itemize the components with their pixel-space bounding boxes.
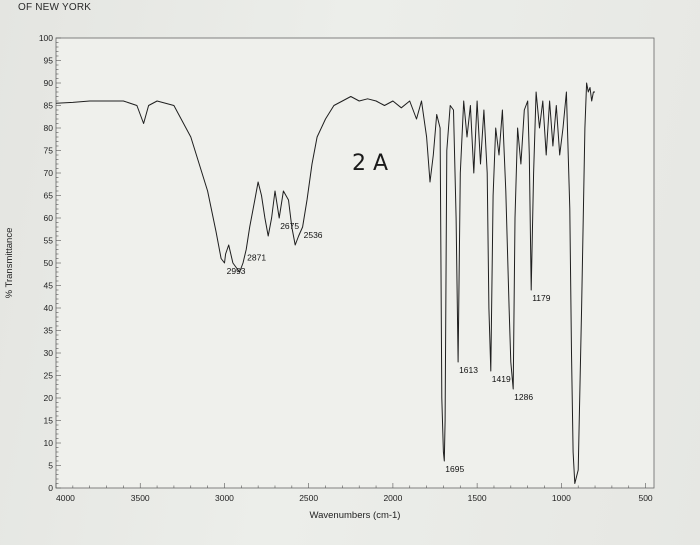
- peak-label-2871: 2871: [247, 253, 266, 263]
- x-tick-label: 4000: [56, 493, 75, 503]
- x-tick-label: 1500: [468, 493, 487, 503]
- x-axis: 4000 3500 3000 2500 2000 1500 1000 500: [55, 483, 653, 503]
- peak-label-2675: 2675: [280, 221, 299, 231]
- y-tick-label: 75: [44, 146, 54, 156]
- y-tick-label: 45: [44, 281, 54, 291]
- y-tick-label: 0: [48, 483, 53, 493]
- y-tick-label: 25: [44, 371, 54, 381]
- y-tick-label: 70: [44, 168, 54, 178]
- x-tick-label: 2500: [299, 493, 318, 503]
- y-tick-label: 60: [44, 213, 54, 223]
- handwritten-annotation: 2 A: [352, 151, 388, 176]
- y-tick-label: 5: [48, 461, 53, 471]
- y-tick-label: 90: [44, 78, 54, 88]
- plot-area: [55, 37, 655, 489]
- x-tick-label: 3500: [131, 493, 150, 503]
- peak-label-2536: 2536: [304, 230, 323, 240]
- peak-label-1613: 1613: [459, 365, 478, 375]
- spectrum-line: [55, 82, 595, 484]
- peak-label-1179: 1179: [532, 293, 551, 303]
- y-tick-label: 10: [44, 438, 54, 448]
- y-tick-label: 15: [44, 416, 54, 426]
- x-tick-label: 500: [638, 493, 652, 503]
- y-tick-label: 95: [44, 56, 54, 66]
- x-axis-title: Wavenumbers (cm-1): [310, 510, 401, 521]
- peak-label-2993: 2993: [227, 266, 246, 276]
- peak-label-1286: 1286: [514, 392, 533, 402]
- y-tick-label: 30: [44, 348, 54, 358]
- peak-label-1695: 1695: [445, 464, 464, 474]
- page-header: OF NEW YORK: [18, 2, 92, 13]
- y-tick-label: 80: [44, 123, 54, 133]
- x-tick-label: 2000: [383, 493, 402, 503]
- y-tick-label: 55: [44, 236, 54, 246]
- x-tick-label: 3000: [215, 493, 234, 503]
- y-tick-label: 100: [39, 33, 53, 43]
- y-axis: 0 5 10 15 20 25 30 35 40 45 50 55 60 65 70 75 80 85 90 95 10…: [39, 33, 61, 493]
- y-tick-label: 50: [44, 258, 54, 268]
- y-tick-label: 20: [44, 393, 54, 403]
- y-axis-title: % Transmittance: [4, 228, 15, 299]
- peak-label-1419: 1419: [492, 374, 511, 384]
- y-tick-label: 40: [44, 303, 54, 313]
- y-tick-label: 85: [44, 101, 54, 111]
- y-tick-label: 65: [44, 191, 54, 201]
- x-tick-label: 1000: [552, 493, 571, 503]
- y-tick-label: 35: [44, 326, 54, 336]
